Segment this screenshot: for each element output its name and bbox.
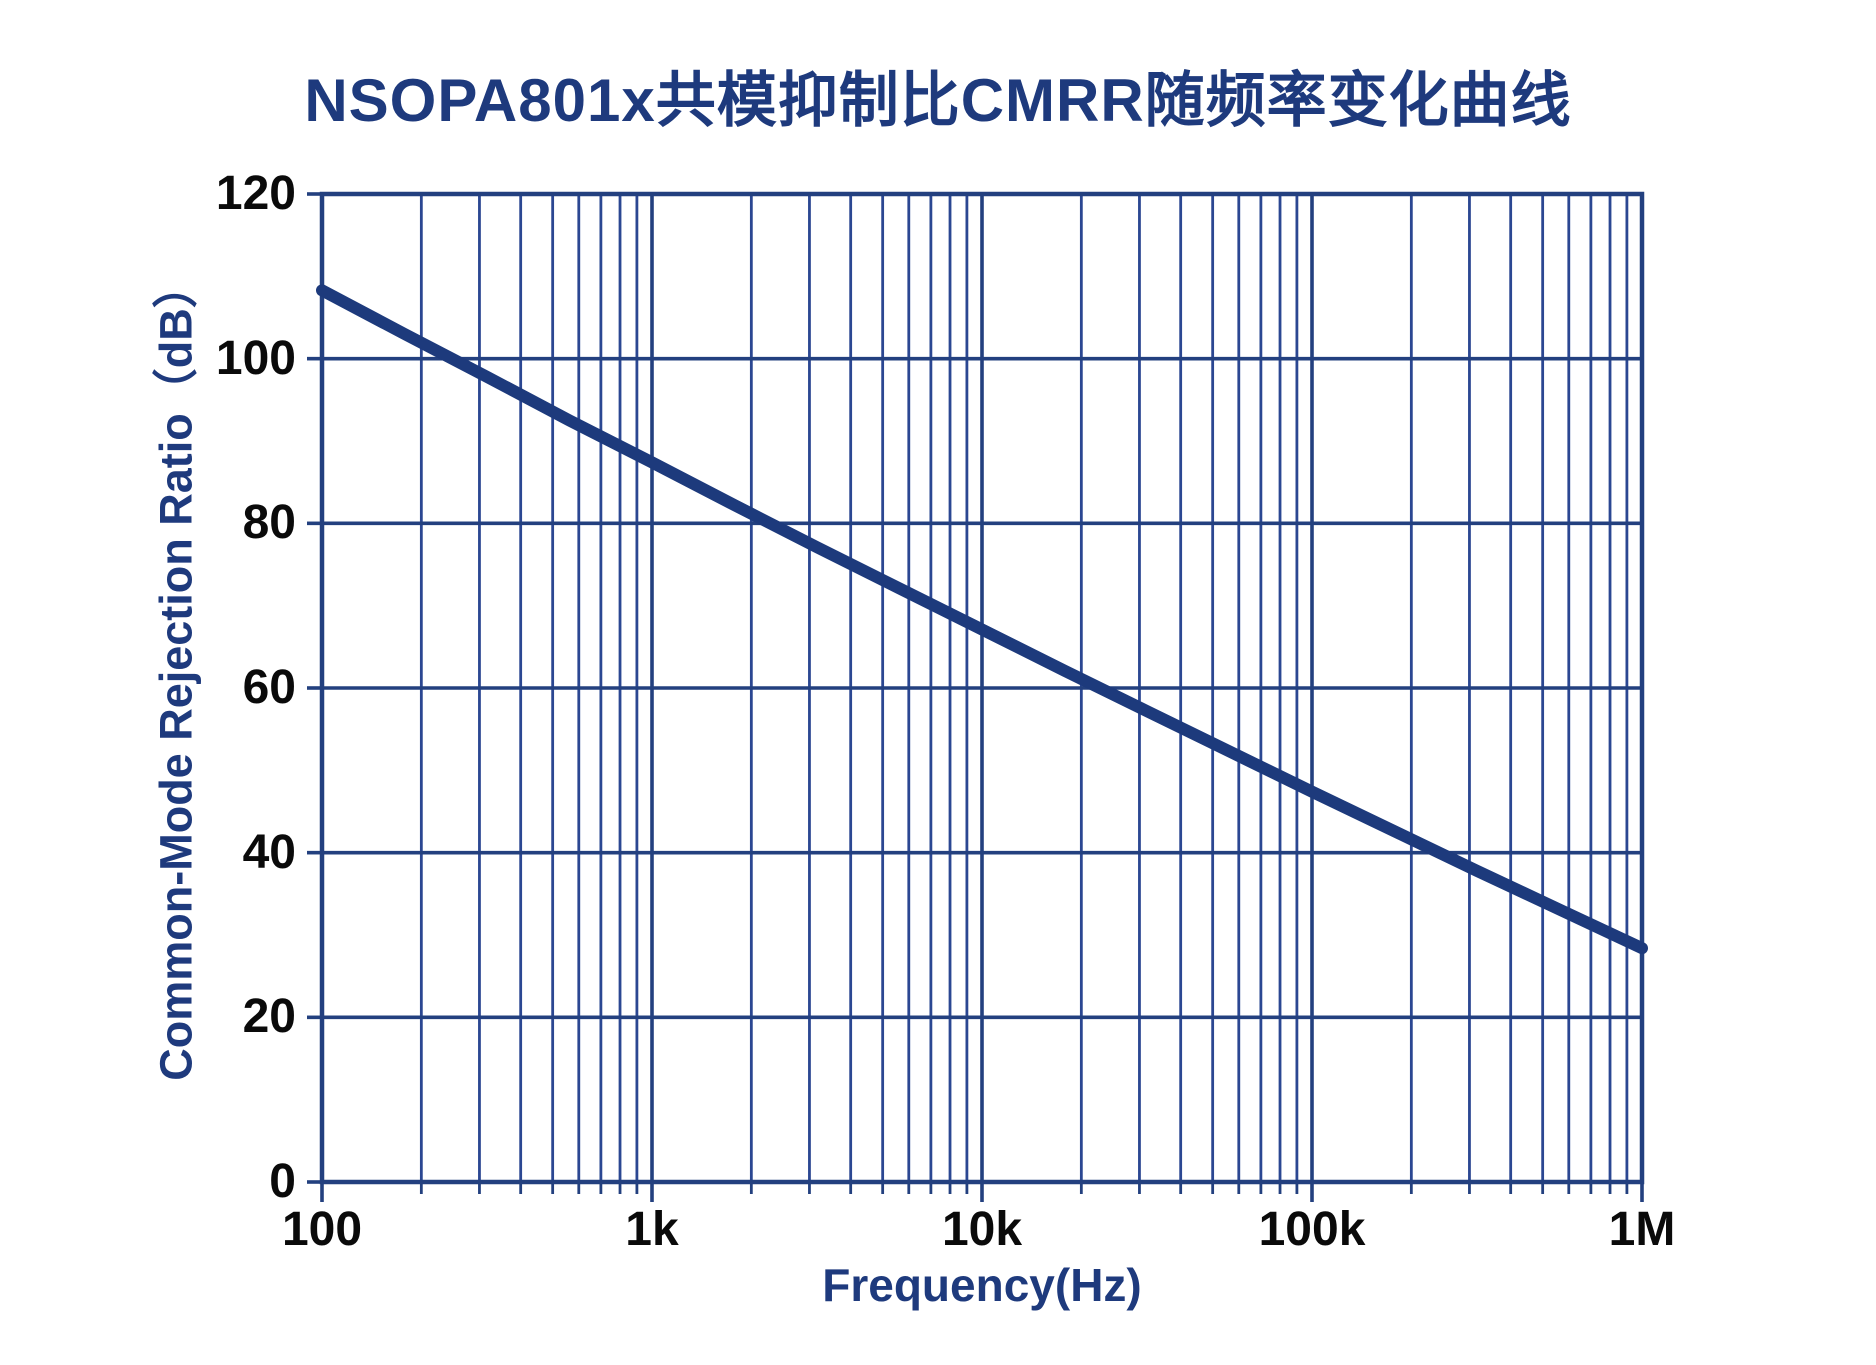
y-tick-label: 100 [215,331,296,385]
cmrr-curve [316,284,1648,955]
chart-title: NSOPA801x共模抑制比CMRR随频率变化曲线 [304,67,1572,134]
y-tick-label: 0 [269,1155,296,1208]
y-tick-label: 40 [242,825,296,879]
y-tick-label: 80 [242,496,296,550]
y-tick-label: 60 [242,661,296,714]
y-tick-label: 120 [215,167,296,220]
x-tick-label: 10k [941,1203,1023,1256]
y-tick-label: 20 [242,990,296,1044]
x-tick-label: 100k [1258,1203,1366,1256]
x-axis-title: Frequency(Hz) [822,1259,1142,1311]
plot-frame [319,191,1645,1185]
x-tick-label: 100 [281,1203,363,1256]
x-tick-label: 1M [1608,1203,1676,1256]
x-tick-label: 1k [625,1203,679,1256]
